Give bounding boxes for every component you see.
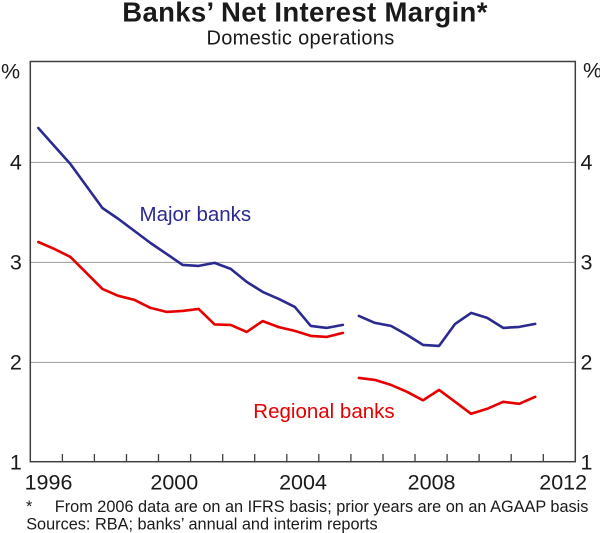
svg-text:1: 1 [581,451,593,475]
svg-text:Regional banks: Regional banks [253,400,394,423]
svg-text:2004: 2004 [279,471,327,495]
svg-text:3: 3 [10,251,22,275]
svg-text:1: 1 [10,451,22,475]
svg-text:Sources: RBA; banks’ annual an: Sources: RBA; banks’ annual and interim … [26,516,377,533]
svg-text:From 2006 data are on an IFRS: From 2006 data are on an IFRS basis; pri… [55,498,589,516]
svg-text:%: % [583,59,600,83]
svg-text:2012: 2012 [539,471,587,495]
svg-text:*: * [26,498,33,516]
svg-text:%: % [1,60,20,84]
svg-text:2000: 2000 [150,471,198,495]
svg-text:3: 3 [581,251,593,275]
svg-text:Banks’ Net Interest Margin*: Banks’ Net Interest Margin* [122,0,488,27]
svg-text:4: 4 [10,151,22,175]
svg-text:Domestic operations: Domestic operations [206,27,394,49]
svg-text:2: 2 [581,351,593,375]
svg-text:2: 2 [10,351,22,375]
svg-text:2008: 2008 [408,471,456,495]
svg-text:1996: 1996 [25,471,73,495]
svg-text:4: 4 [581,151,593,175]
svg-text:Major banks: Major banks [140,203,252,226]
